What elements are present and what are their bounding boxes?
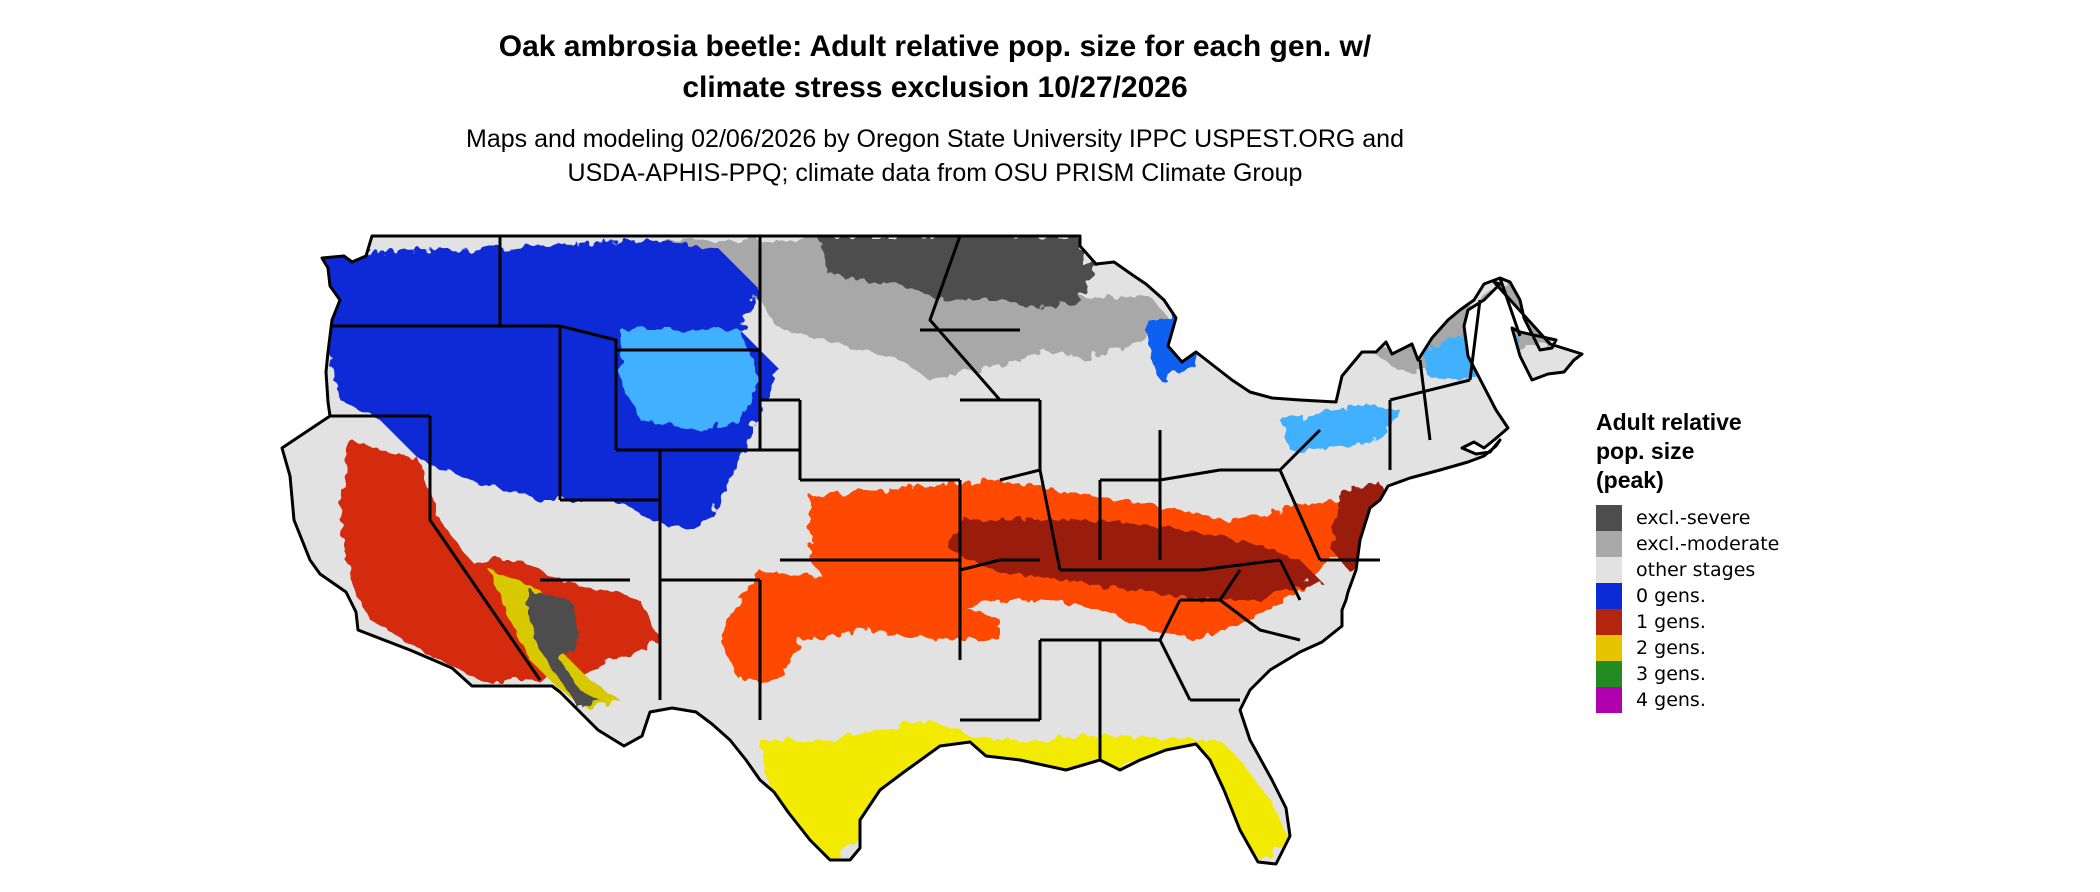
legend-swatch [1596,661,1622,687]
zone-1-gens [340,440,660,680]
legend-swatch [1596,583,1622,609]
legend-label: excl.-moderate [1636,533,1780,555]
legend-item-excl-severe: excl.-severe [1596,505,1856,531]
zone-0-gens [322,240,780,530]
legend-item-1-gens: 1 gens. [1596,609,1856,635]
map-subtitle: Maps and modeling 02/06/2026 by Oregon S… [466,125,1404,187]
legend-items: excl.-severe excl.-moderate other stages… [1596,505,1856,713]
zone-1-gens [720,570,1000,680]
legend-item-other-stages: other stages [1596,557,1856,583]
legend-label: 4 gens. [1636,689,1706,711]
zone-1-gens [950,520,1320,600]
legend-item-3-gens: 3 gens. [1596,661,1856,687]
legend-swatch [1596,635,1622,661]
legend-label: 3 gens. [1636,663,1706,685]
legend-swatch [1596,609,1622,635]
state-border-lines [330,235,1522,760]
legend-swatch [1596,505,1622,531]
legend-item-0-gens: 0 gens. [1596,583,1856,609]
legend-swatch [1596,557,1622,583]
zone-excl-severe [530,590,600,710]
map-title: Oak ambrosia beetle: Adult relative pop.… [498,30,1372,104]
legend: Adult relative pop. size (peak) excl.-se… [1596,408,1856,713]
legend-label: other stages [1636,559,1756,581]
legend-title: Adult relative pop. size (peak) [1596,409,1742,493]
legend-item-4-gens: 4 gens. [1596,687,1856,713]
zone-0-gens [620,330,760,430]
zone-2-gens [760,720,1290,860]
state-borders [280,234,1584,866]
legend-label: 2 gens. [1636,637,1706,659]
zone-excl-moderate [1010,296,1170,360]
legend-item-2-gens: 2 gens. [1596,635,1856,661]
legend-swatch [1596,687,1622,713]
legend-item-excl-moderate: excl.-moderate [1596,531,1856,557]
zones [322,236,1560,860]
zone-excl-severe [820,236,1098,310]
legend-label: excl.-severe [1636,507,1751,529]
legend-label: 0 gens. [1636,585,1706,607]
legend-swatch [1596,531,1622,557]
legend-label: 1 gens. [1636,611,1706,633]
